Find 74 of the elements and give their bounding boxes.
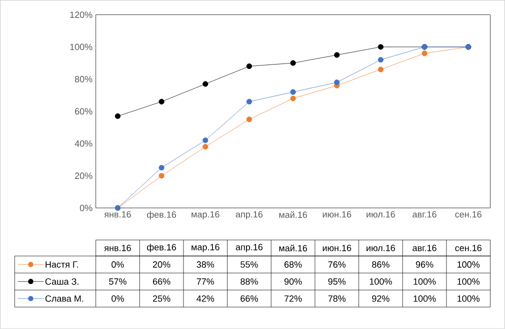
- data-label: 0%: [112, 261, 124, 268]
- y-tick-label: 100%: [70, 44, 92, 50]
- y-tick-label: 0%: [80, 204, 92, 212]
- data-label: 77%: [196, 278, 214, 285]
- data-label: 42%: [196, 295, 214, 302]
- y-tick-label: 20%: [75, 172, 92, 180]
- data-label: 66%: [240, 295, 258, 302]
- category-label: мар.16: [192, 244, 220, 252]
- category-label: янв.16: [104, 244, 131, 252]
- x-tick-label: июн.16: [322, 211, 352, 218]
- point: [202, 144, 208, 150]
- point: [246, 64, 252, 70]
- data-label: 90%: [284, 278, 302, 285]
- data-label: 100%: [414, 295, 436, 302]
- x-tick-label: май.16: [279, 211, 308, 218]
- data-label: 86%: [372, 261, 390, 268]
- point: [246, 98, 252, 105]
- point: [378, 57, 384, 63]
- category-label: май.16: [279, 244, 308, 252]
- y-tick-label: 120%: [70, 12, 92, 18]
- y-tick-label: 80%: [74, 76, 92, 82]
- data-label: 100%: [458, 261, 480, 268]
- point: [422, 50, 428, 56]
- data-label: 76%: [328, 261, 346, 268]
- y-tick-label: 60%: [75, 108, 92, 115]
- category-label: апр.16: [236, 244, 263, 252]
- category-label: июн.16: [322, 244, 352, 252]
- point: [202, 81, 208, 87]
- data-label: 95%: [328, 278, 346, 285]
- data-label: 68%: [284, 261, 302, 268]
- legend-label: Саша З.: [45, 278, 78, 285]
- x-tick-label: апр.16: [236, 211, 263, 220]
- data-label: 38%: [196, 261, 214, 268]
- data-label: 55%: [240, 261, 258, 268]
- x-tick-label: фев.16: [147, 211, 176, 220]
- x-tick-label: авг.16: [412, 211, 436, 218]
- data-label: 100%: [458, 278, 480, 285]
- data-label: 0%: [112, 295, 124, 302]
- data-label: 66%: [153, 278, 170, 285]
- data-label: 78%: [328, 295, 346, 302]
- point: [290, 96, 296, 102]
- data-label: 92%: [372, 295, 390, 302]
- data-label: 100%: [370, 278, 392, 285]
- data-label: 100%: [458, 295, 480, 302]
- point: [290, 89, 296, 95]
- data-label: 72%: [284, 295, 302, 302]
- category-label: июл.16: [366, 244, 396, 252]
- point: [378, 66, 384, 72]
- point: [378, 44, 384, 50]
- data-label: 25%: [153, 295, 170, 302]
- category-label: сен.16: [455, 244, 482, 252]
- data-label: 96%: [416, 261, 434, 268]
- data-label: 100%: [414, 278, 436, 285]
- data-label: 57%: [109, 278, 126, 285]
- legend-label: Слава М.: [45, 295, 84, 302]
- point: [158, 98, 164, 105]
- data-label: 88%: [240, 278, 258, 285]
- point: [290, 60, 296, 66]
- point: [334, 80, 340, 86]
- point: [158, 164, 164, 171]
- point: [202, 138, 208, 144]
- point: [114, 113, 121, 120]
- category-label: авг.16: [412, 244, 436, 252]
- data-label: 20%: [153, 261, 170, 268]
- x-tick-label: июл.16: [366, 211, 396, 218]
- x-tick-label: мар.16: [192, 211, 220, 220]
- y-tick-label: 40%: [74, 140, 92, 147]
- x-tick-label: янв.16: [104, 211, 131, 218]
- category-label: фев.16: [147, 244, 176, 252]
- point: [158, 173, 164, 179]
- point: [246, 116, 252, 122]
- legend-label: Настя Г.: [46, 261, 78, 268]
- x-tick-label: сен.16: [455, 211, 482, 218]
- point: [334, 52, 340, 58]
